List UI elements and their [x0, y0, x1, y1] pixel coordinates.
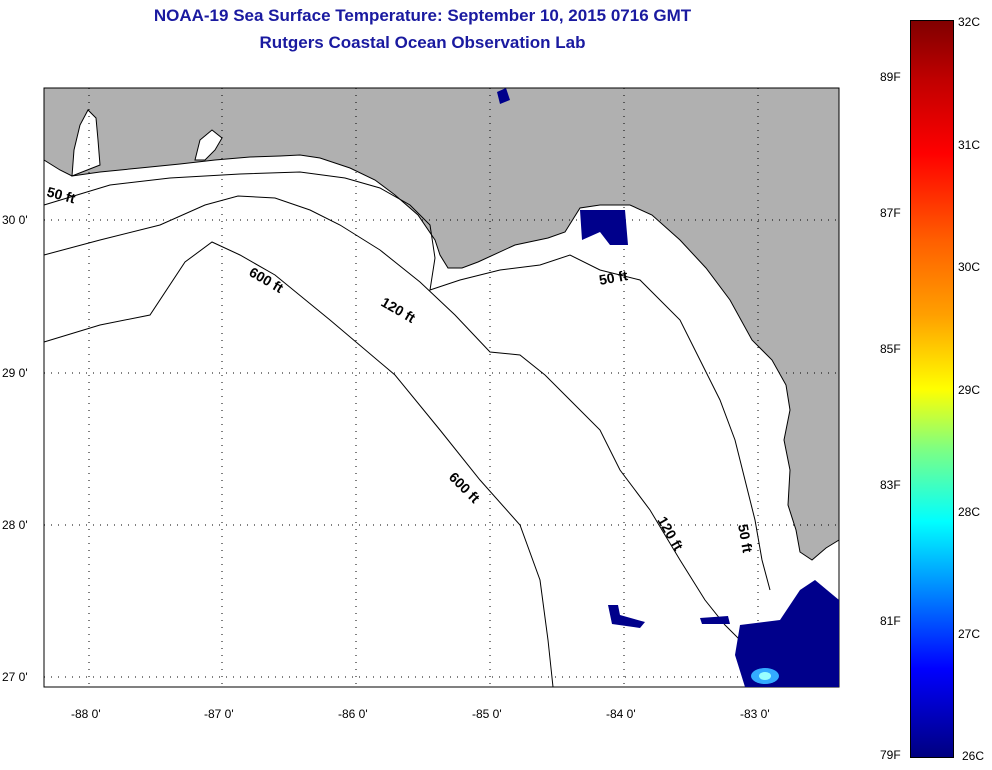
lon-label: -87 0': [204, 707, 234, 721]
lat-label: 27 0': [2, 670, 28, 684]
lon-label: -88 0': [71, 707, 101, 721]
colorbar-c-label: 26C: [962, 749, 985, 763]
warm-patch-core: [759, 672, 771, 680]
temperature-colorbar: [910, 20, 954, 758]
depth-contours: [43, 171, 771, 688]
colorbar-c-label: 27C: [958, 627, 981, 641]
lon-label: -84 0': [606, 707, 636, 721]
colorbar-f-label: 89F: [880, 70, 901, 84]
land-mass: [43, 87, 840, 561]
colorbar-c-label: 30C: [958, 260, 981, 274]
lon-label: -86 0': [338, 707, 368, 721]
bay-inlet: [71, 109, 101, 177]
colorbar-f-label: 85F: [880, 342, 901, 356]
contour-label-50-c: 50 ft: [735, 523, 756, 554]
colorbar-f-label: 79F: [880, 748, 901, 762]
colorbar-c-label: 29C: [958, 383, 981, 397]
lat-label: 29 0': [2, 366, 28, 380]
colorbar-f-label: 87F: [880, 206, 901, 220]
map-subtitle: Rutgers Coastal Ocean Observation Lab: [259, 33, 586, 52]
colorbar-c-label: 31C: [958, 138, 981, 152]
colorbar-c-label: 32C: [958, 15, 981, 29]
cloud-mask: [497, 88, 839, 687]
lon-label: -83 0': [740, 707, 770, 721]
colorbar-c-label: 28C: [958, 505, 981, 519]
colorbar-f-label: 83F: [880, 478, 901, 492]
colorbar-f-label: 81F: [880, 614, 901, 628]
contour-label-50-b: 50 ft: [598, 267, 629, 288]
map-title: NOAA-19 Sea Surface Temperature: Septemb…: [153, 6, 692, 25]
lon-label: -85 0': [472, 707, 502, 721]
contour-label-50-a: 50 ft: [45, 183, 77, 206]
lat-label: 30 0': [2, 213, 28, 227]
lat-label: 28 0': [2, 518, 28, 532]
